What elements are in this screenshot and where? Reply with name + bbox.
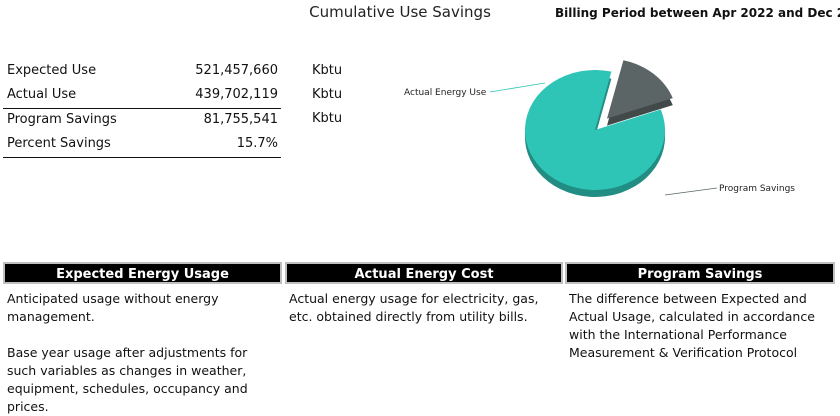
summary-row-program-savings: Program Savings 81,755,541 [3, 109, 281, 133]
pie-slice-actual-energy-use [525, 69, 665, 190]
panel-paragraph: Anticipated usage without energy managem… [7, 291, 219, 324]
panel-paragraph: Base year usage after adjustments for su… [7, 345, 248, 414]
slice-label-savings: Program Savings [719, 184, 795, 194]
panel-program-savings: Program Savings The difference between E… [565, 262, 835, 412]
panel-header: Expected Energy Usage [3, 262, 282, 284]
panel-body: The difference between Expected and Actu… [565, 284, 835, 362]
unit-label: Kbtu [312, 87, 343, 102]
unit-label: Kbtu [312, 111, 343, 126]
summary-value: 439,702,119 [195, 87, 278, 102]
panel-expected-energy-usage: Expected Energy Usage Anticipated usage … [3, 262, 282, 414]
unit-label: Kbtu [312, 63, 343, 78]
summary-label: Actual Use [7, 87, 77, 102]
summary-label: Expected Use [7, 63, 97, 78]
summary-value: 15.7% [236, 136, 278, 151]
panel-actual-energy-cost: Actual Energy Cost Actual energy usage f… [285, 262, 563, 412]
summary-table: Expected Use 521,457,660 Actual Use 439,… [3, 60, 281, 158]
leader-line-savings [664, 187, 718, 196]
summary-value: 521,457,660 [195, 63, 278, 78]
summary-label: Program Savings [7, 112, 117, 127]
slice-label-actual: Actual Energy Use [404, 88, 487, 98]
panel-body: Actual energy usage for electricity, gas… [285, 284, 563, 326]
summary-row-expected-use: Expected Use 521,457,660 [3, 60, 281, 84]
summary-units: Kbtu Kbtu Kbtu [312, 60, 342, 132]
pie-slice-program-savings [606, 60, 673, 119]
panel-paragraph: Actual energy usage for electricity, gas… [289, 291, 539, 324]
panel-paragraph: The difference between Expected and Actu… [569, 291, 815, 360]
panel-header: Program Savings [565, 262, 835, 284]
summary-label: Percent Savings [7, 136, 111, 151]
billing-period: Billing Period between Apr 2022 and Dec … [555, 6, 840, 20]
leader-line-actual [489, 82, 546, 93]
summary-value: 81,755,541 [203, 112, 278, 127]
savings-pie-chart: Actual Energy Use Program Savings [404, 60, 795, 197]
summary-row-percent-savings: Percent Savings 15.7% [3, 133, 281, 158]
panel-header: Actual Energy Cost [285, 262, 563, 284]
summary-row-actual-use: Actual Use 439,702,119 [3, 84, 281, 109]
panel-body: Anticipated usage without energy managem… [3, 284, 282, 416]
page-title: Cumulative Use Savings [309, 3, 491, 21]
